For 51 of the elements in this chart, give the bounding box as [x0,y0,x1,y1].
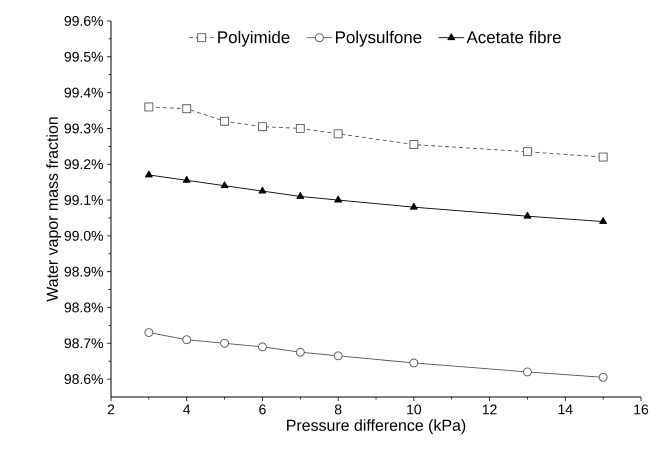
y-axis-title: Water vapor mass fraction [46,117,62,302]
legend-label: Acetate fibre [466,30,561,44]
point [182,104,192,114]
y-tick-label: 99.0% [64,230,103,241]
point [182,335,192,344]
point [524,212,532,219]
point [296,192,304,199]
point [409,140,418,149]
point [523,367,532,376]
x-axis-title: Pressure difference (kPa) [287,419,466,434]
point [220,181,228,188]
point [258,122,267,132]
x-tick-label: 4 [183,404,190,414]
point [258,186,266,194]
point [598,152,608,162]
point [220,116,230,126]
point [144,102,154,112]
y-tick-label: 99.3% [64,123,103,134]
point [410,202,418,210]
point [334,351,343,360]
point [523,147,532,156]
y-tick-label: 99.1% [64,195,103,205]
point [334,129,343,138]
y-tick-label: 99.2% [64,159,103,170]
x-tick-label: 6 [259,404,266,414]
point [334,196,342,202]
x-tick-label: 14 [558,404,573,414]
legend-label: Polyimide [218,30,290,47]
x-tick-label: 16 [634,404,648,414]
legend-label: Polysulfone [336,30,422,47]
point [409,358,418,368]
point [144,170,153,178]
x-tick-label: 8 [334,404,342,414]
y-tick-label: 98.8% [64,302,103,312]
x-tick-label: 2 [108,404,114,414]
x-tick-label: 10 [407,404,422,414]
y-tick-label: 98.9% [64,266,103,277]
point [220,338,230,348]
x-tick-label: 12 [482,404,497,414]
y-tick-label: 99.6% [64,16,103,26]
y-tick-label: 99.5% [64,52,103,62]
point [258,342,267,352]
point [296,124,305,133]
y-tick-label: 99.4% [64,88,103,98]
y-tick-label: 98.7% [64,338,103,348]
point [144,328,154,337]
y-tick-label: 98.6% [64,374,103,384]
point [296,348,305,357]
point [182,176,191,183]
point [599,217,608,224]
point [598,372,608,382]
